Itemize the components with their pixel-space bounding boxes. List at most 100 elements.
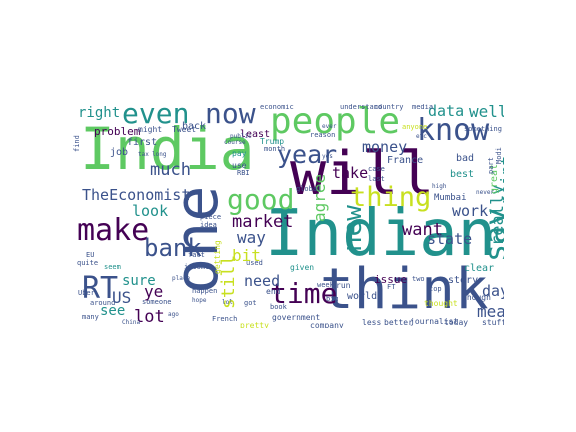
word-economic: economic (260, 104, 294, 111)
word-lol: lol (222, 299, 233, 306)
word-day: day (482, 282, 504, 300)
word-month: month (264, 145, 286, 153)
word-yes: yes (322, 153, 333, 160)
word-government: government (272, 313, 321, 322)
word-top: top (429, 285, 442, 293)
word-income: income (184, 263, 210, 271)
word-tax: tax (138, 151, 149, 158)
word-end: end (266, 287, 281, 296)
word-first: first (127, 137, 158, 148)
word-indian: Indian (265, 197, 497, 271)
word-now: now (205, 104, 256, 130)
word-modi: Modi (495, 147, 503, 164)
word-know: know (417, 113, 490, 148)
word-pretty: pretty (240, 321, 269, 329)
word-make: make (77, 213, 150, 248)
word-rt: RT (82, 271, 119, 306)
word-people: people (270, 104, 401, 142)
word-problem: problem (94, 125, 141, 138)
word-idea: idea (200, 221, 217, 229)
word-work: work (452, 202, 489, 220)
word-money: money (362, 138, 408, 156)
word-need: need (244, 272, 281, 290)
word-mean: mean (477, 302, 504, 321)
word-new: new (338, 205, 368, 252)
word-least: least (240, 129, 271, 140)
word-think: think (320, 257, 489, 322)
word-bank: bank (144, 234, 202, 262)
word-never: never (476, 189, 495, 196)
word-ever: ever (322, 123, 337, 130)
word-something: something (464, 125, 502, 133)
word-french: French (212, 315, 238, 323)
word-part: part (487, 157, 495, 174)
word-ye: ye (144, 282, 164, 301)
word-look: look (132, 202, 169, 220)
word-stuff: stuff (482, 318, 504, 327)
word-given: given (290, 263, 315, 272)
word-job: job (110, 147, 129, 158)
word-back: back (182, 121, 207, 132)
word-long: long (152, 151, 167, 158)
word-etc: etc (416, 133, 427, 140)
word-take: take (332, 164, 369, 182)
word-trump: Trump (260, 137, 285, 146)
word-issue: issue (374, 273, 408, 286)
word-though: though (462, 293, 491, 302)
word-sure: sure (122, 273, 156, 289)
word-theeconomist: TheEconomist (82, 186, 191, 204)
word-might: might (138, 125, 163, 134)
word-ft: FT (387, 283, 396, 291)
word-china: China (122, 319, 141, 326)
word-fact: fact (188, 251, 205, 259)
word-way: way (237, 228, 266, 247)
word-last: last (368, 175, 385, 183)
word-piece: piece (200, 213, 222, 221)
word-company: company (310, 321, 344, 329)
word-around: around (90, 299, 116, 307)
word-happen: happen (192, 287, 218, 295)
word-even: even (122, 104, 190, 130)
word-two: two (412, 275, 425, 283)
word-book: book (270, 303, 287, 311)
word-year: year (277, 140, 338, 169)
word-anyone: anyone (402, 123, 428, 131)
word-cloud: India will Indian think one people know … (72, 104, 504, 328)
word-best: best (450, 169, 475, 180)
word-got: got (244, 299, 257, 307)
word-global: global (296, 185, 322, 193)
word-big: big (326, 295, 339, 303)
word-much-primary: much (150, 160, 191, 180)
word-story: story (448, 275, 479, 286)
word-week: week (317, 281, 334, 289)
word-france: France (387, 155, 424, 166)
word-bad: bad (456, 153, 475, 164)
word-right: right (78, 105, 121, 121)
word-thing: thing (350, 182, 432, 213)
word-quite: quite (77, 259, 99, 267)
word-hope: hope (192, 297, 207, 304)
word-lot: lot (134, 307, 165, 327)
word-agree: agree (310, 173, 329, 222)
word-media: media (412, 104, 434, 111)
word-someone: someone (142, 298, 172, 306)
word-market: market (232, 212, 294, 232)
word-india: India (80, 115, 255, 183)
word-country: country (374, 104, 404, 111)
word-will: will (290, 139, 435, 209)
word-seem: seem (104, 263, 121, 271)
word-case: case (368, 165, 385, 173)
word-place: place (172, 275, 191, 282)
word-state: state (427, 230, 473, 248)
word-thought: thought (424, 299, 458, 308)
word-run: run (336, 281, 351, 290)
word-find: find (73, 135, 81, 152)
word-today: today (444, 318, 469, 327)
word-mumbai: Mumbai (434, 193, 467, 203)
word-rbi: RBI (237, 169, 250, 177)
word-world: world (347, 291, 378, 302)
word-eu: EU (86, 251, 95, 259)
word-less: less (362, 318, 382, 327)
word-data: data (428, 104, 465, 120)
word-see: see (100, 303, 126, 319)
